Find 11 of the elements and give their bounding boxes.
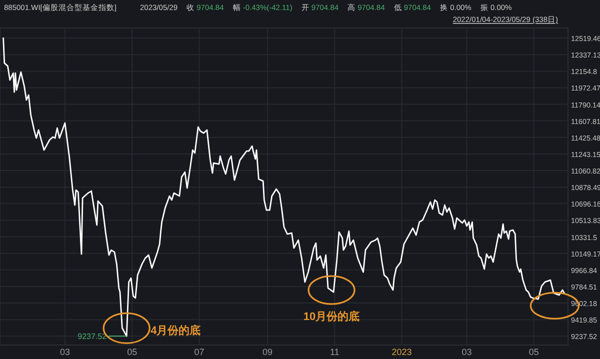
x-tick-label: 11 (330, 347, 340, 357)
annotation: 10月份的底 (303, 310, 360, 324)
x-tick-label: 2023 (392, 347, 412, 357)
annotation: 9237.52 (78, 332, 108, 342)
x-tick-label: 05 (127, 347, 138, 357)
x-tick-label: 09 (262, 347, 272, 357)
annotation: 4月份的底 (150, 324, 201, 338)
x-tick-label: 03 (462, 347, 472, 357)
x-tick-label: 03 (60, 347, 70, 357)
x-tick-label: 07 (194, 347, 204, 357)
x-tick-label: 05 (528, 347, 539, 357)
